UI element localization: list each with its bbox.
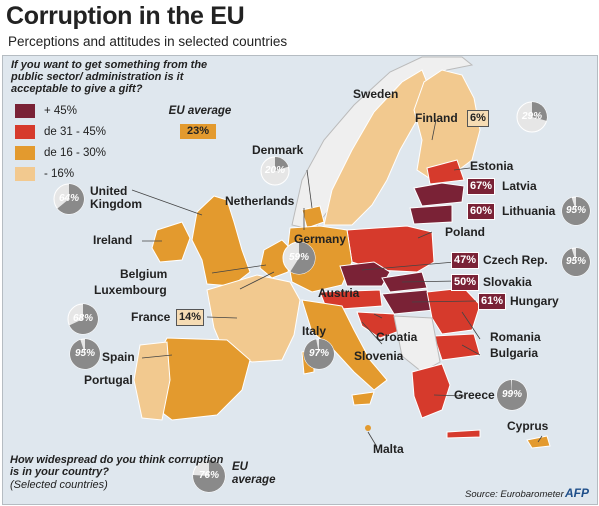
label-cyprus: Cyprus <box>507 419 549 433</box>
label-greece: Greece <box>454 388 495 402</box>
legend-item: de 16 - 30% <box>15 145 106 161</box>
label-finland: Finland <box>415 111 458 125</box>
pie-label-germany: 59% <box>288 252 309 263</box>
pct-hungary: 61% <box>478 293 507 310</box>
crete-shape <box>446 429 481 439</box>
uk-shape <box>191 195 251 287</box>
label-estonia: Estonia <box>470 159 514 173</box>
label-czech: Czech Rep. <box>483 253 548 267</box>
legend-item: + 45% <box>15 103 106 119</box>
pie-label-uk: 64% <box>58 193 79 204</box>
latvia-shape <box>413 182 465 207</box>
pct-czech: 47% <box>451 252 480 269</box>
label-croatia: Croatia <box>376 330 418 344</box>
legend-item: - 16% <box>15 166 106 182</box>
label-poland: Poland <box>445 225 486 239</box>
balkans-shape <box>393 315 441 373</box>
pie-label-italy: 97% <box>308 348 329 359</box>
pie-label-greece: 99% <box>501 389 522 400</box>
label-bulgaria: Bulgaria <box>490 346 539 360</box>
pie-label-czech: 95% <box>565 256 586 267</box>
eu-average-title: EU average <box>168 105 232 117</box>
label-spain: Spain <box>102 350 135 364</box>
label-denmark: Denmark <box>252 143 304 157</box>
label-austria: Austria <box>318 286 360 300</box>
legend-swatch <box>15 146 35 160</box>
label-slovenia: Slovenia <box>354 349 404 363</box>
question-widespread-sub: (Selected countries) <box>10 479 108 491</box>
legend-label: + 45% <box>44 105 77 117</box>
label-slovakia: Slovakia <box>483 275 532 289</box>
cyprus-shape <box>526 435 551 449</box>
pie-label-france: 68% <box>72 313 93 324</box>
europe-map <box>131 56 551 449</box>
source-note: Source: Eurobarometer <box>465 489 564 500</box>
portugal-shape <box>133 341 171 421</box>
pct-france: 14% <box>176 309 205 326</box>
pie-label-lithuania: 95% <box>565 205 586 216</box>
pct-lithuania: 60% <box>467 203 496 220</box>
pie-label-spain: 95% <box>74 348 95 359</box>
lithuania-shape <box>409 204 453 225</box>
pct-slovakia: 50% <box>451 274 480 291</box>
pie-label-eu-average: 76% <box>198 470 219 481</box>
label-portugal: Portugal <box>84 373 133 387</box>
label-belgium: Belgium <box>120 267 168 281</box>
label-france: France <box>131 310 171 324</box>
legend-swatch <box>15 104 35 118</box>
legend-label: - 16% <box>44 168 75 180</box>
label-netherlands: Netherlands <box>225 194 295 208</box>
label-sweden: Sweden <box>353 87 399 101</box>
legend-swatch <box>15 125 35 139</box>
malta-shape <box>365 425 371 431</box>
pct-finland: 6% <box>467 110 489 127</box>
estonia-shape <box>426 159 465 185</box>
greece-shape <box>411 363 451 419</box>
label-hungary: Hungary <box>510 294 559 308</box>
bulgaria-shape <box>433 333 481 361</box>
label-lithuania: Lithuania <box>502 204 556 218</box>
croatia-shape <box>356 311 403 339</box>
denmark-shape <box>301 205 325 229</box>
eu-average-value: 23% <box>180 124 216 139</box>
label-uk: United Kingdom <box>90 184 142 211</box>
ireland-shape <box>151 221 191 263</box>
label-luxembourg: Luxembourg <box>94 283 167 297</box>
label-italy: Italy <box>302 324 327 338</box>
legend-item: de 31 - 45% <box>15 124 106 140</box>
label-malta: Malta <box>373 442 404 456</box>
sicily-shape <box>351 391 375 406</box>
legend: + 45% de 31 - 45% de 16 - 30% - 16% <box>15 103 106 187</box>
label-germany: Germany <box>294 232 347 246</box>
pie-label-finland: 29% <box>521 111 542 122</box>
legend-swatch <box>15 167 35 181</box>
legend-label: de 31 - 45% <box>44 126 107 138</box>
label-romania: Romania <box>490 330 541 344</box>
pie-label-denmark: 20% <box>264 165 285 176</box>
question-widespread: How widespread do you think corruption i… <box>10 454 224 478</box>
poland-shape <box>346 225 435 273</box>
page-subtitle: Perceptions and attitudes in selected co… <box>8 34 288 49</box>
label-latvia: Latvia <box>502 179 537 193</box>
page-title: Corruption in the EU <box>6 2 245 30</box>
legend-label: de 16 - 30% <box>44 147 107 159</box>
pct-latvia: 67% <box>467 178 496 195</box>
afp-logo: AFP <box>565 486 589 500</box>
label-ireland: Ireland <box>93 233 133 247</box>
question-gift: If you want to get something from the pu… <box>11 59 208 95</box>
eu-average-pie-label: EU average <box>232 461 276 486</box>
